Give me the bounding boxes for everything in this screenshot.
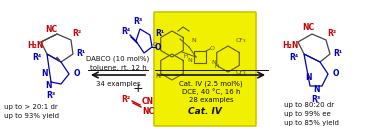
Text: CN: CN <box>142 97 154 106</box>
Text: N: N <box>305 74 311 83</box>
Text: CF₃: CF₃ <box>236 70 246 75</box>
Text: up to 85% yield: up to 85% yield <box>284 120 339 126</box>
Text: O: O <box>209 46 214 52</box>
Text: R⁴: R⁴ <box>121 27 131 36</box>
Text: +: + <box>133 83 143 96</box>
Text: NC: NC <box>142 107 154 115</box>
Text: N: N <box>42 69 48 78</box>
Text: R¹: R¹ <box>76 50 86 59</box>
Text: R¹: R¹ <box>155 28 165 37</box>
Text: 34 examples: 34 examples <box>96 81 140 87</box>
Text: NC: NC <box>302 23 314 33</box>
Text: R²: R² <box>327 29 337 38</box>
Text: H: H <box>184 54 188 60</box>
Text: O: O <box>74 69 80 78</box>
Text: up to > 20:1 dr: up to > 20:1 dr <box>4 104 58 110</box>
FancyBboxPatch shape <box>154 12 256 126</box>
Text: Cat. IV (2.5 mol%): Cat. IV (2.5 mol%) <box>179 81 243 87</box>
Text: R³: R³ <box>46 91 56 100</box>
Text: CF₃: CF₃ <box>236 38 246 44</box>
Text: Cat. IV: Cat. IV <box>188 107 222 115</box>
Text: up to 93% yield: up to 93% yield <box>4 113 59 119</box>
Text: DABCO (10 mol%): DABCO (10 mol%) <box>87 56 150 62</box>
Text: N: N <box>187 58 192 62</box>
Text: 28 examples: 28 examples <box>189 97 233 103</box>
Text: R³: R³ <box>133 17 143 26</box>
Text: O: O <box>333 69 339 78</box>
Text: up to 99% ee: up to 99% ee <box>284 111 331 117</box>
Text: N: N <box>155 73 161 79</box>
Text: -O: -O <box>152 42 158 46</box>
Text: NC: NC <box>45 25 57 34</box>
Text: R²: R² <box>72 29 82 38</box>
Text: N: N <box>192 38 197 44</box>
Text: N: N <box>46 82 52 91</box>
Text: R¹: R¹ <box>333 50 342 59</box>
Text: N: N <box>313 85 319 94</box>
Text: R⁴: R⁴ <box>33 53 42 62</box>
Text: toluene, rt, 12 h: toluene, rt, 12 h <box>90 65 146 71</box>
Text: up to 80:20 dr: up to 80:20 dr <box>284 102 334 108</box>
Text: DCE, 40 °C, 16 h: DCE, 40 °C, 16 h <box>182 89 240 95</box>
Text: R³: R³ <box>311 96 321 105</box>
Text: H₂N: H₂N <box>27 42 43 51</box>
Text: N: N <box>212 60 216 66</box>
Text: H₂N: H₂N <box>282 42 298 51</box>
Text: O: O <box>155 43 161 52</box>
Text: H: H <box>215 64 219 68</box>
Text: R²: R² <box>121 94 131 104</box>
Text: R⁴: R⁴ <box>290 53 299 62</box>
